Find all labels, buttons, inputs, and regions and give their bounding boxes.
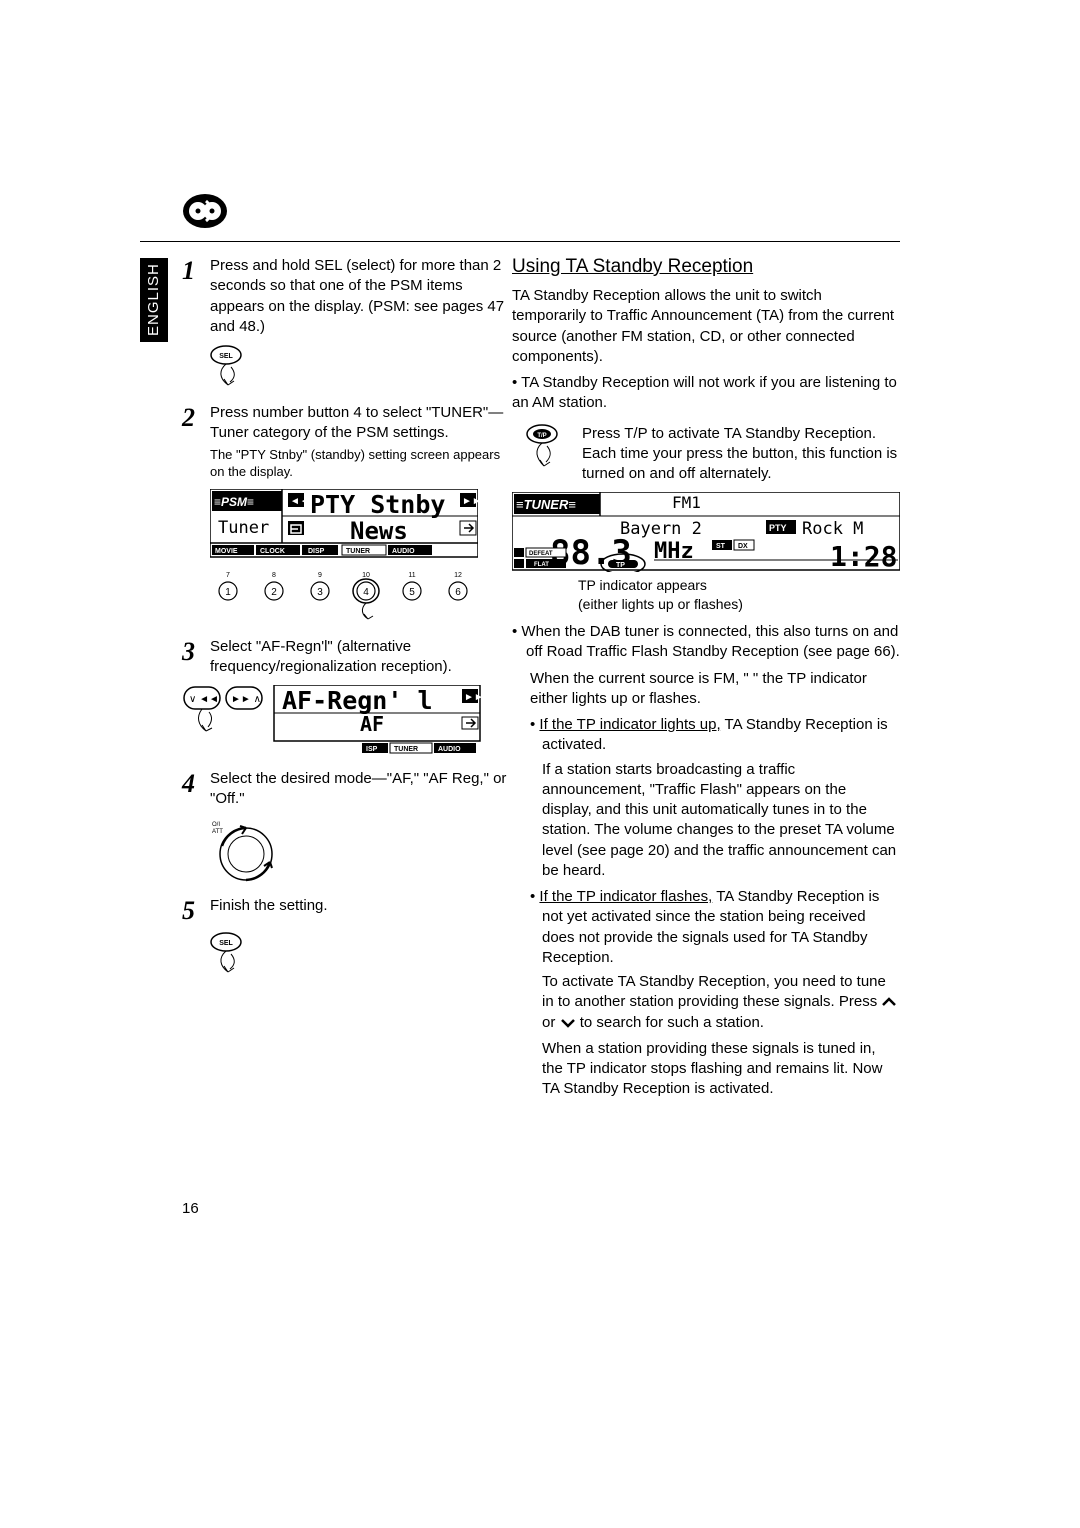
- svg-text:DEFEAT: DEFEAT: [529, 551, 553, 557]
- svg-text:TUNER: TUNER: [346, 548, 370, 555]
- lights-lead: If the TP indicator lights up,: [539, 716, 720, 733]
- svg-text:PTY Stnby: PTY Stnby: [310, 490, 445, 519]
- svg-text:7: 7: [226, 572, 230, 579]
- svg-text:AF: AF: [360, 712, 384, 736]
- af-regn-illustration: ∨ ◄◄ ►► ∧ AF-Regn' l ►► AF ISP TUNER AUD…: [182, 685, 512, 755]
- step-text: Finish the setting.: [210, 896, 328, 924]
- svg-text:9: 9: [318, 572, 322, 579]
- sel-button-illustration: SEL: [210, 345, 512, 389]
- step-3: 3 Select "AF-Regn'l" (alternative freque…: [182, 637, 512, 678]
- svg-text:8: 8: [272, 572, 276, 579]
- svg-text:►►: ►►: [462, 496, 478, 507]
- svg-text:FM1: FM1: [672, 493, 701, 512]
- tp-caption: TP indicator appears (either lights up o…: [578, 576, 900, 614]
- step-number: 1: [182, 256, 210, 337]
- dial-illustration: O/I ATT: [210, 818, 512, 882]
- step-2: 2 Press number button 4 to select "TUNER…: [182, 403, 512, 481]
- svg-text:T/P: T/P: [537, 433, 546, 439]
- svg-text:DISP: DISP: [308, 548, 325, 555]
- number-buttons-illustration: 789 101112 123 456: [210, 569, 478, 623]
- svg-text:10: 10: [362, 572, 370, 579]
- svg-text:►► ∧: ►► ∧: [231, 694, 261, 705]
- svg-text:PTY: PTY: [769, 523, 787, 533]
- step-text: Press number button 4 to select "TUNER"—…: [210, 403, 512, 444]
- up-chevron-icon: [881, 996, 897, 1008]
- step-text: Select the desired mode—"AF," "AF Reg," …: [210, 769, 512, 810]
- step-text: Press and hold SEL (select) for more tha…: [210, 256, 512, 337]
- page-number: 16: [182, 1200, 199, 1217]
- step-5: 5 Finish the setting.: [182, 896, 512, 924]
- lights-body: If a station starts broadcasting a traff…: [542, 760, 900, 882]
- step-number: 4: [182, 769, 210, 810]
- svg-text:News: News: [350, 517, 408, 545]
- svg-text:12: 12: [454, 572, 462, 579]
- svg-text:Rock M: Rock M: [802, 519, 863, 539]
- svg-text:2: 2: [271, 587, 277, 598]
- svg-text:DX: DX: [738, 543, 748, 550]
- intro-paragraph: TA Standby Reception allows the unit to …: [512, 286, 900, 367]
- cd-header-icon: [182, 193, 228, 229]
- svg-text:AUDIO: AUDIO: [438, 746, 461, 753]
- svg-text:1: 1: [225, 587, 231, 598]
- lights-up-bullet: • If the TP indicator lights up, TA Stan…: [530, 715, 900, 756]
- svg-text:◄◄: ◄◄: [290, 496, 310, 507]
- tp-instruction-text: Press T/P to activate TA Standby Recepti…: [570, 424, 900, 485]
- svg-text:ATT: ATT: [212, 829, 223, 835]
- tp-button-row: T/P Press T/P to activate TA Standby Rec…: [512, 424, 900, 485]
- step-text: Select "AF-Regn'l" (alternative frequenc…: [210, 637, 512, 678]
- step-number: 5: [182, 896, 210, 924]
- tuner-lcd-illustration: ≡TUNER≡ FM1 Bayern 2 PTY Rock M 88.3 MHz…: [512, 492, 900, 572]
- dab-bullet: • When the DAB tuner is connected, this …: [512, 622, 900, 663]
- flashes-bullet: • If the TP indicator flashes, TA Standb…: [530, 887, 900, 968]
- svg-text:CLOCK: CLOCK: [260, 548, 285, 555]
- step-number: 2: [182, 403, 210, 481]
- svg-text:Bayern 2: Bayern 2: [620, 519, 702, 539]
- svg-text:O/I: O/I: [212, 822, 220, 828]
- svg-text:SEL: SEL: [219, 353, 233, 360]
- svg-text:MOVIE: MOVIE: [215, 548, 238, 555]
- svg-text:Tuner: Tuner: [218, 518, 269, 538]
- svg-text:ISP: ISP: [366, 746, 378, 753]
- svg-text:∨ ◄◄: ∨ ◄◄: [189, 694, 219, 705]
- svg-text:►►: ►►: [464, 692, 482, 703]
- psm-lcd-illustration: ≡PSM≡ Tuner ◄◄ PTY Stnby ►► News MOVIE C…: [210, 489, 478, 569]
- svg-text:AUDIO: AUDIO: [392, 548, 415, 555]
- svg-text:4: 4: [363, 587, 369, 598]
- fm-intro: When the current source is FM, " " the T…: [530, 669, 900, 710]
- svg-text:ST: ST: [716, 543, 726, 550]
- svg-text:AF-Regn' l: AF-Regn' l: [282, 686, 433, 715]
- flash-seg-b: or: [542, 1014, 560, 1031]
- svg-text:TP: TP: [616, 562, 625, 569]
- svg-text:SEL: SEL: [219, 940, 233, 947]
- tp-button-illustration: T/P: [526, 424, 570, 485]
- svg-text:TUNER: TUNER: [394, 746, 418, 753]
- svg-text:5: 5: [409, 587, 415, 598]
- step-number: 3: [182, 637, 210, 678]
- step-note: The "PTY Stnby" (standby) setting screen…: [210, 446, 512, 481]
- flash-body-1: To activate TA Standby Reception, you ne…: [542, 972, 900, 1033]
- svg-text:≡PSM≡: ≡PSM≡: [214, 495, 254, 509]
- flash-seg-a: To activate TA Standby Reception, you ne…: [542, 973, 886, 1010]
- language-tab: ENGLISH: [140, 258, 168, 342]
- down-chevron-icon: [560, 1017, 576, 1029]
- svg-text:11: 11: [408, 572, 415, 579]
- sel-button-illustration: SEL: [210, 932, 512, 976]
- flash-lead: If the TP indicator flashes,: [539, 888, 712, 905]
- flash-body-2: When a station providing these signals i…: [542, 1039, 900, 1100]
- step-1: 1 Press and hold SEL (select) for more t…: [182, 256, 512, 337]
- note-bullet: • TA Standby Reception will not work if …: [512, 373, 900, 414]
- section-title: Using TA Standby Reception: [512, 256, 900, 278]
- svg-text:1:28: 1:28: [830, 540, 897, 572]
- svg-text:6: 6: [455, 587, 461, 598]
- svg-text:FLAT: FLAT: [534, 562, 549, 568]
- header-divider: [140, 241, 900, 242]
- step-4: 4 Select the desired mode—"AF," "AF Reg,…: [182, 769, 512, 810]
- svg-text:3: 3: [317, 587, 323, 598]
- svg-text:≡TUNER≡: ≡TUNER≡: [516, 497, 576, 512]
- flash-seg-c: to search for such a station.: [580, 1014, 764, 1031]
